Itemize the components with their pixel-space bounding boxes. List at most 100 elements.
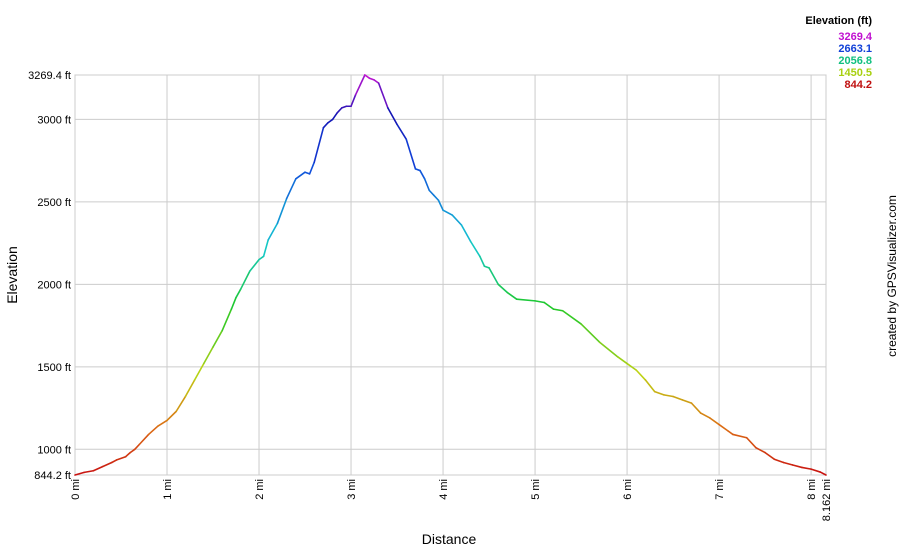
profile-segment [451,214,463,226]
profile-segment [419,169,426,180]
profile-segment [327,118,334,124]
x-tick-label: 2 mi [254,479,266,500]
profile-segment [442,209,454,216]
profile-segment [313,126,325,164]
profile-segment [423,178,431,192]
profile-segment [166,410,178,422]
profile-segment [115,455,127,461]
profile-segment [810,468,822,473]
profile-segment [74,471,85,476]
profile-segment [295,171,306,180]
credit-text: created by GPSVisualizer.com [885,195,899,357]
x-tick-label: 1 mi [162,479,174,500]
x-tick-label: 4 mi [438,479,450,500]
profile-segment [157,419,168,428]
profile-segment [276,197,288,225]
profile-segment [552,308,564,312]
legend-entry: 1450.5 [838,67,872,79]
profile-segment [235,288,242,299]
profile-segment [304,171,311,175]
profile-segment [644,379,656,393]
profile-segment [819,471,827,476]
profile-segment [580,323,601,343]
profile-segment [336,107,343,114]
profile-segment [147,425,159,436]
profile-segment [460,224,472,243]
profile-segment [368,77,375,81]
profile-segment [249,258,260,272]
profile-segment [732,433,748,439]
profile-segment [396,123,408,141]
profile-segment [515,298,536,302]
y-tick-labels: 844.2 ft 1000 ft 1500 ft 2000 ft 2500 ft 3000… [28,70,71,482]
profile-segment [801,466,812,470]
legend-entry: 2056.8 [838,55,872,67]
x-tick-label: 8.162 mi [821,479,833,521]
profile-segment [497,283,509,294]
profile-segment [626,362,638,371]
profile-segment [308,161,316,175]
profile-segment [617,356,628,365]
profile-segment [469,240,481,258]
y-tick-label: 2000 ft [37,279,71,291]
x-axis-title: Distance [422,531,477,547]
profile-segment [414,168,421,172]
profile-segment [764,451,776,461]
profile-segment [755,446,766,454]
profile-segment [672,395,684,401]
legend: Elevation (ft) 3269.4 2663.1 2056.8 1450… [805,15,872,91]
profile-segment [129,448,136,454]
y-tick-label: 844.2 ft [34,470,71,482]
y-tick-label: 3000 ft [37,114,71,126]
profile-segment [341,105,348,109]
x-tick-label: 5 mi [530,479,542,500]
profile-segment [212,329,224,348]
profile-segment [506,291,518,301]
profile-segment [699,412,711,419]
legend-entry: 2663.1 [838,43,872,55]
y-tick-label: 1500 ft [37,362,71,374]
profile-segment [354,74,366,96]
profile-segment [653,390,665,396]
profile-segment [364,74,371,79]
profile-segment [561,309,582,325]
plot-area [74,74,827,476]
profile-segment [727,430,734,436]
profile-segment [267,222,279,241]
profile-segment [124,451,132,458]
legend-title: Elevation (ft) [805,15,872,27]
profile-segment [350,93,357,108]
profile-segment [663,394,674,398]
profile-segment [221,308,233,332]
profile-segment [635,369,647,381]
elevation-profile-line [74,74,827,476]
legend-entry: 844.2 [844,79,872,91]
profile-segment [101,461,113,468]
profile-segment [437,199,444,211]
profile-segment [782,461,794,466]
y-axis-title: Elevation [4,246,20,304]
profile-segment [681,399,693,404]
profile-segment [239,270,251,291]
profile-segment [184,379,196,398]
legend-entry: 3269.4 [838,31,873,43]
profile-segment [543,301,555,310]
x-tick-label: 7 mi [714,479,726,500]
profile-segment [387,107,398,126]
profile-segment [92,465,104,472]
profile-segment [134,443,141,451]
profile-segment [428,189,435,197]
profile-segment [373,79,380,84]
x-tick-label: 8 mi [806,479,818,500]
y-tick-label: 2500 ft [37,197,71,209]
profile-segment [111,459,118,464]
profile-segment [193,362,205,381]
profile-segment [773,458,785,464]
x-tick-label: 6 mi [622,479,634,500]
profile-segment [322,121,329,129]
profile-segment [377,82,389,109]
profile-segment [203,346,214,365]
profile-segment [488,267,500,286]
profile-segment [230,296,237,310]
